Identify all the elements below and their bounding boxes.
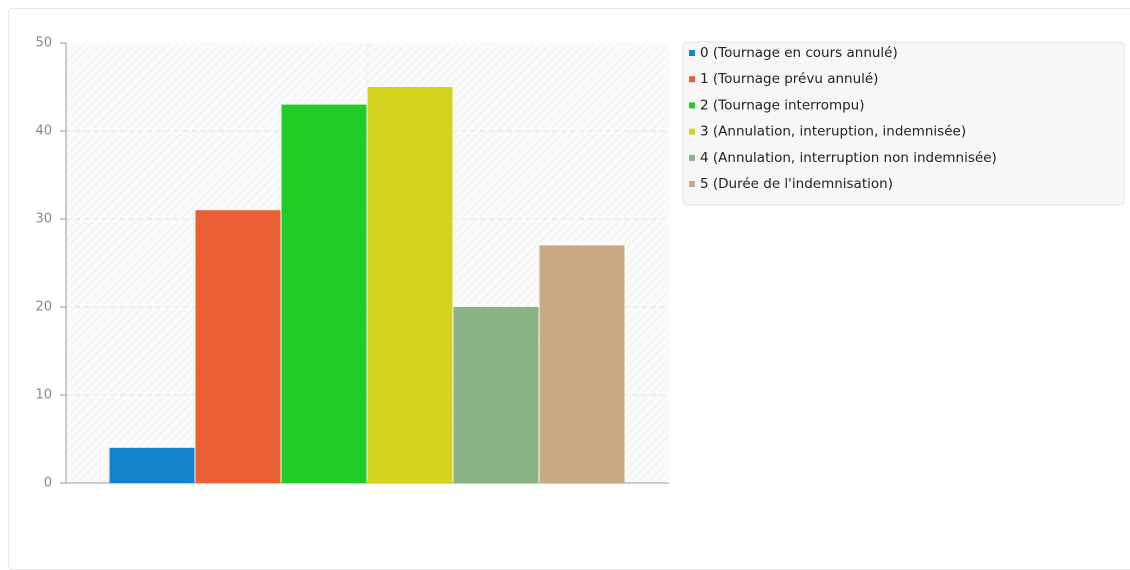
legend-swatch xyxy=(689,102,695,109)
chart: 0 10 20 30 40 50 0 (Tournage en cours annulé) 1… xyxy=(35,36,1125,491)
legend-label: 2 (Tournage interrompu) xyxy=(700,97,865,113)
legend-label: 0 (Tournage en cours annulé) xyxy=(700,45,898,61)
bar xyxy=(109,447,195,483)
y-tick-label: 20 xyxy=(35,300,52,315)
legend-label: 1 (Tournage prévu annulé) xyxy=(700,71,878,87)
y-tick-label: 40 xyxy=(35,124,52,139)
bar xyxy=(453,307,539,483)
y-tick-label: 50 xyxy=(35,36,52,51)
legend-box xyxy=(682,41,1125,206)
legend-swatch xyxy=(689,76,695,83)
y-tick-label: 30 xyxy=(35,212,52,227)
legend-swatch xyxy=(689,181,695,187)
bar xyxy=(539,245,625,483)
legend-label: 3 (Annulation, interuption, indemnisée) xyxy=(700,124,966,140)
page: {"chart_data": {"type": "bar", "categori… xyxy=(8,8,1130,570)
y-tick-label: 10 xyxy=(35,388,52,403)
bar xyxy=(281,104,367,483)
bar xyxy=(367,87,453,483)
legend-label: 4 (Annulation, interruption non indemnis… xyxy=(700,150,997,166)
legend-swatch xyxy=(689,154,695,161)
legend-swatch xyxy=(689,128,695,135)
legend-label: 5 (Durée de l'indemnisation) xyxy=(700,176,893,192)
bar xyxy=(195,210,281,483)
y-tick-label: 0 xyxy=(44,476,52,491)
legend-swatch xyxy=(689,50,695,56)
